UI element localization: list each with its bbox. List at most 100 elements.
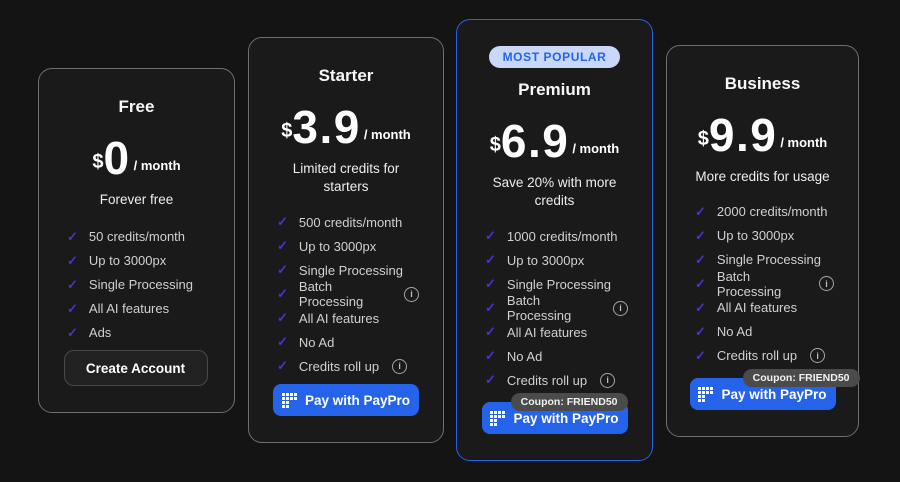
feature-label: Up to 3000px [506, 252, 585, 268]
feature-row: ✓ Up to 3000px [695, 224, 834, 248]
check-icon: ✓ [485, 348, 496, 364]
feature-label: No Ad [716, 324, 753, 340]
check-icon: ✓ [695, 227, 706, 243]
feature-row: ✓ 500 credits/month [277, 210, 419, 234]
coupon-badge: Coupon: FRIEND50 [742, 369, 860, 387]
check-icon: ✓ [485, 300, 496, 316]
feature-label: Single Processing [506, 276, 611, 292]
coupon-badge: Coupon: FRIEND50 [510, 393, 628, 411]
check-icon: ✓ [695, 203, 706, 219]
check-icon: ✓ [277, 262, 288, 278]
feature-row: ✓ No Ad [695, 320, 834, 344]
check-icon: ✓ [485, 324, 496, 340]
feature-row: ✓ Credits roll up i [485, 368, 628, 392]
feature-label: No Ad [298, 334, 335, 350]
feature-label: Batch Processing [716, 268, 782, 299]
feature-label: All AI features [298, 310, 380, 326]
feature-row: ✓ Single Processing [485, 272, 628, 296]
check-icon: ✓ [277, 310, 288, 326]
feature-row: ✓ Batch Processing i [277, 279, 419, 310]
feature-row: ✓ Single Processing [67, 273, 193, 297]
feature-label: 1000 credits/month [506, 228, 618, 244]
feature-label: Batch Processing [298, 279, 364, 310]
feature-row: ✓ No Ad [485, 344, 628, 368]
feature-label: Credits roll up [298, 358, 380, 374]
plan-title: Business [724, 74, 801, 93]
feature-label: Single Processing [716, 252, 821, 268]
info-icon[interactable]: i [404, 286, 419, 302]
plan-title: Free [118, 97, 155, 116]
check-icon: ✓ [67, 276, 78, 292]
feature-label: Up to 3000px [298, 238, 377, 254]
price-period: / month [572, 140, 620, 156]
feature-label: Credits roll up [716, 348, 798, 364]
price-amount: 3.9 [292, 101, 361, 153]
check-icon: ✓ [67, 300, 78, 316]
feature-row: ✓ Single Processing [277, 258, 419, 282]
feature-row: ✓ All AI features [695, 296, 834, 320]
check-icon: ✓ [485, 372, 496, 388]
info-icon[interactable]: i [600, 372, 616, 388]
info-icon[interactable]: i [613, 300, 628, 316]
feature-label: Batch Processing [506, 293, 572, 324]
most-popular-badge: MOST POPULAR [488, 46, 621, 68]
feature-row: ✓ Batch Processing i [485, 293, 628, 324]
feature-row: ✓ Batch Processing i [695, 268, 834, 299]
plan-subtitle: Limited credits for starters [292, 160, 400, 194]
feature-list: ✓ 500 credits/month ✓ Up to 3000px ✓ Single… [277, 210, 419, 378]
check-icon: ✓ [695, 299, 706, 315]
feature-row: ✓ No Ad [277, 330, 419, 354]
create-account-button[interactable]: Create Account [63, 350, 208, 386]
feature-row: ✓ Up to 3000px [485, 248, 628, 272]
check-icon: ✓ [277, 214, 288, 230]
feature-label: No Ad [506, 348, 543, 364]
plan-price: $ 6.9 / month [490, 118, 620, 164]
feature-row: ✓ Up to 3000px [67, 249, 193, 273]
pay-button[interactable]: Pay with PayPro [273, 384, 419, 416]
feature-label: All AI features [88, 301, 170, 317]
plan-card-starter: Starter $ 3.9 / month Limited credits fo… [248, 37, 444, 443]
feature-label: 2000 credits/month [716, 204, 828, 220]
price-period: / month [780, 134, 828, 150]
info-icon[interactable]: i [810, 348, 826, 364]
feature-list: ✓ 50 credits/month ✓ Up to 3000px ✓ Single … [67, 225, 193, 345]
feature-list: ✓ 2000 credits/month ✓ Up to 3000px ✓ Singl… [695, 200, 834, 368]
check-icon: ✓ [67, 252, 78, 268]
feature-label: Single Processing [88, 277, 193, 293]
feature-label: Credits roll up [506, 372, 588, 388]
check-icon: ✓ [695, 251, 706, 267]
feature-label: 50 credits/month [88, 229, 186, 245]
check-icon: ✓ [277, 286, 288, 302]
button-area: Pay with PayPro [273, 384, 419, 416]
feature-row: ✓ 2000 credits/month [695, 200, 834, 224]
check-icon: ✓ [695, 347, 706, 363]
price-amount: 0 [103, 132, 131, 184]
plan-card-business: Business $ 9.9 / month More credits for … [666, 45, 860, 437]
plan-card-free: Free $ 0 / month Forever free ✓ 50 credit… [38, 68, 235, 413]
info-icon[interactable]: i [819, 276, 834, 292]
pay-button-label: Pay with PayPro [304, 392, 411, 408]
check-icon: ✓ [695, 323, 706, 339]
plan-title: Premium [518, 80, 591, 99]
plan-subtitle: Forever free [99, 191, 174, 207]
check-icon: ✓ [277, 334, 288, 350]
feature-row: ✓ Single Processing [695, 248, 834, 272]
pay-button-label: Pay with PayPro [721, 386, 827, 402]
check-icon: ✓ [695, 275, 706, 291]
feature-row: ✓ 1000 credits/month [485, 224, 628, 248]
plan-price: $ 9.9 / month [698, 112, 828, 158]
button-area: Create Account [63, 350, 210, 386]
feature-label: Up to 3000px [88, 253, 167, 269]
plan-subtitle: Save 20% with more credits [492, 174, 617, 208]
check-icon: ✓ [277, 358, 288, 374]
feature-label: Ads [88, 325, 112, 341]
paypro-icon [698, 386, 714, 402]
feature-label: All AI features [506, 324, 588, 340]
price-currency: $ [281, 119, 293, 142]
check-icon: ✓ [67, 228, 78, 244]
price-period: / month [133, 157, 181, 173]
paypro-icon [490, 410, 506, 426]
paypro-icon [281, 392, 297, 408]
info-icon[interactable]: i [392, 358, 408, 374]
plan-card-premium: MOST POPULAR Premium $ 6.9 / month Save … [456, 19, 653, 461]
